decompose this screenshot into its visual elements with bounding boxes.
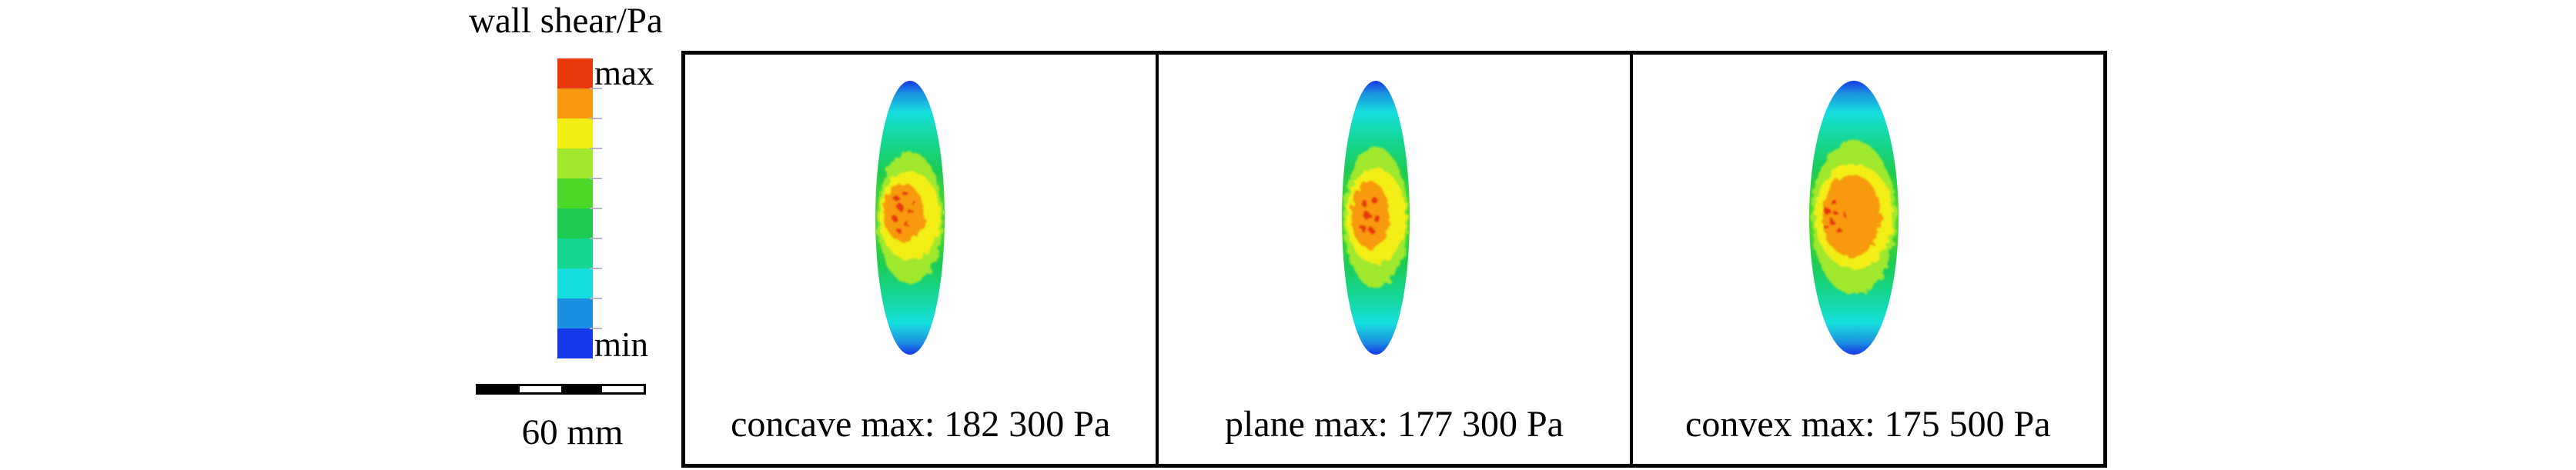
colorbar-segment [557,298,593,328]
panel-concave: concave max: 182 300 Pa [685,55,1156,464]
scale-bar [476,384,646,395]
panel-caption-concave: concave max: 182 300 Pa [731,404,1111,445]
panel-plane: plane max: 177 300 Pa [1156,55,1633,464]
colorbar-segment [557,88,593,118]
scale-bar-segment [519,386,561,392]
contour-ellipse [1341,81,1410,355]
colorbar-tick [590,328,602,329]
panels-frame: concave max: 182 300 Pa plane max: 177 3… [681,51,2107,468]
panel-caption-plane: plane max: 177 300 Pa [1225,404,1564,445]
contour-ellipse [875,81,945,355]
colorbar-segment [557,148,593,178]
colorbar-tick [590,178,602,179]
wall-shear-contour-concave [852,68,968,368]
colorbar-tick [590,238,602,239]
colorbar [557,58,602,358]
colorbar-min-label: min [594,325,649,364]
scale-bar-segment [478,386,520,392]
colorbar-segment [557,118,593,148]
colorbar-segment [557,268,593,298]
colorbar-tick [590,208,602,209]
colorbar-tick [590,148,602,149]
scale-bar-segment [560,386,603,392]
colorbar-tick [590,118,602,119]
colorbar-segment [557,328,593,358]
colorbar-segment [557,208,593,238]
panel-convex: convex max: 175 500 Pa [1633,55,2103,464]
colorbar-segment [557,58,593,88]
colorbar-tick [590,298,602,299]
colorbar-tick [590,88,602,89]
colorbar-segment [557,238,593,268]
wall-shear-contour-plane [1318,68,1434,368]
colorbar-max-label: max [594,54,654,92]
colorbar-segment [557,178,593,208]
wall-shear-contour-convex [1796,68,1912,368]
scale-bar-label: 60 mm [521,412,624,452]
scale-bar-segment [602,386,644,392]
figure-title: wall shear/Pa [469,1,663,41]
contour-ellipse [1809,81,1899,355]
panel-caption-convex: convex max: 175 500 Pa [1685,404,2051,445]
colorbar-tick [590,268,602,269]
